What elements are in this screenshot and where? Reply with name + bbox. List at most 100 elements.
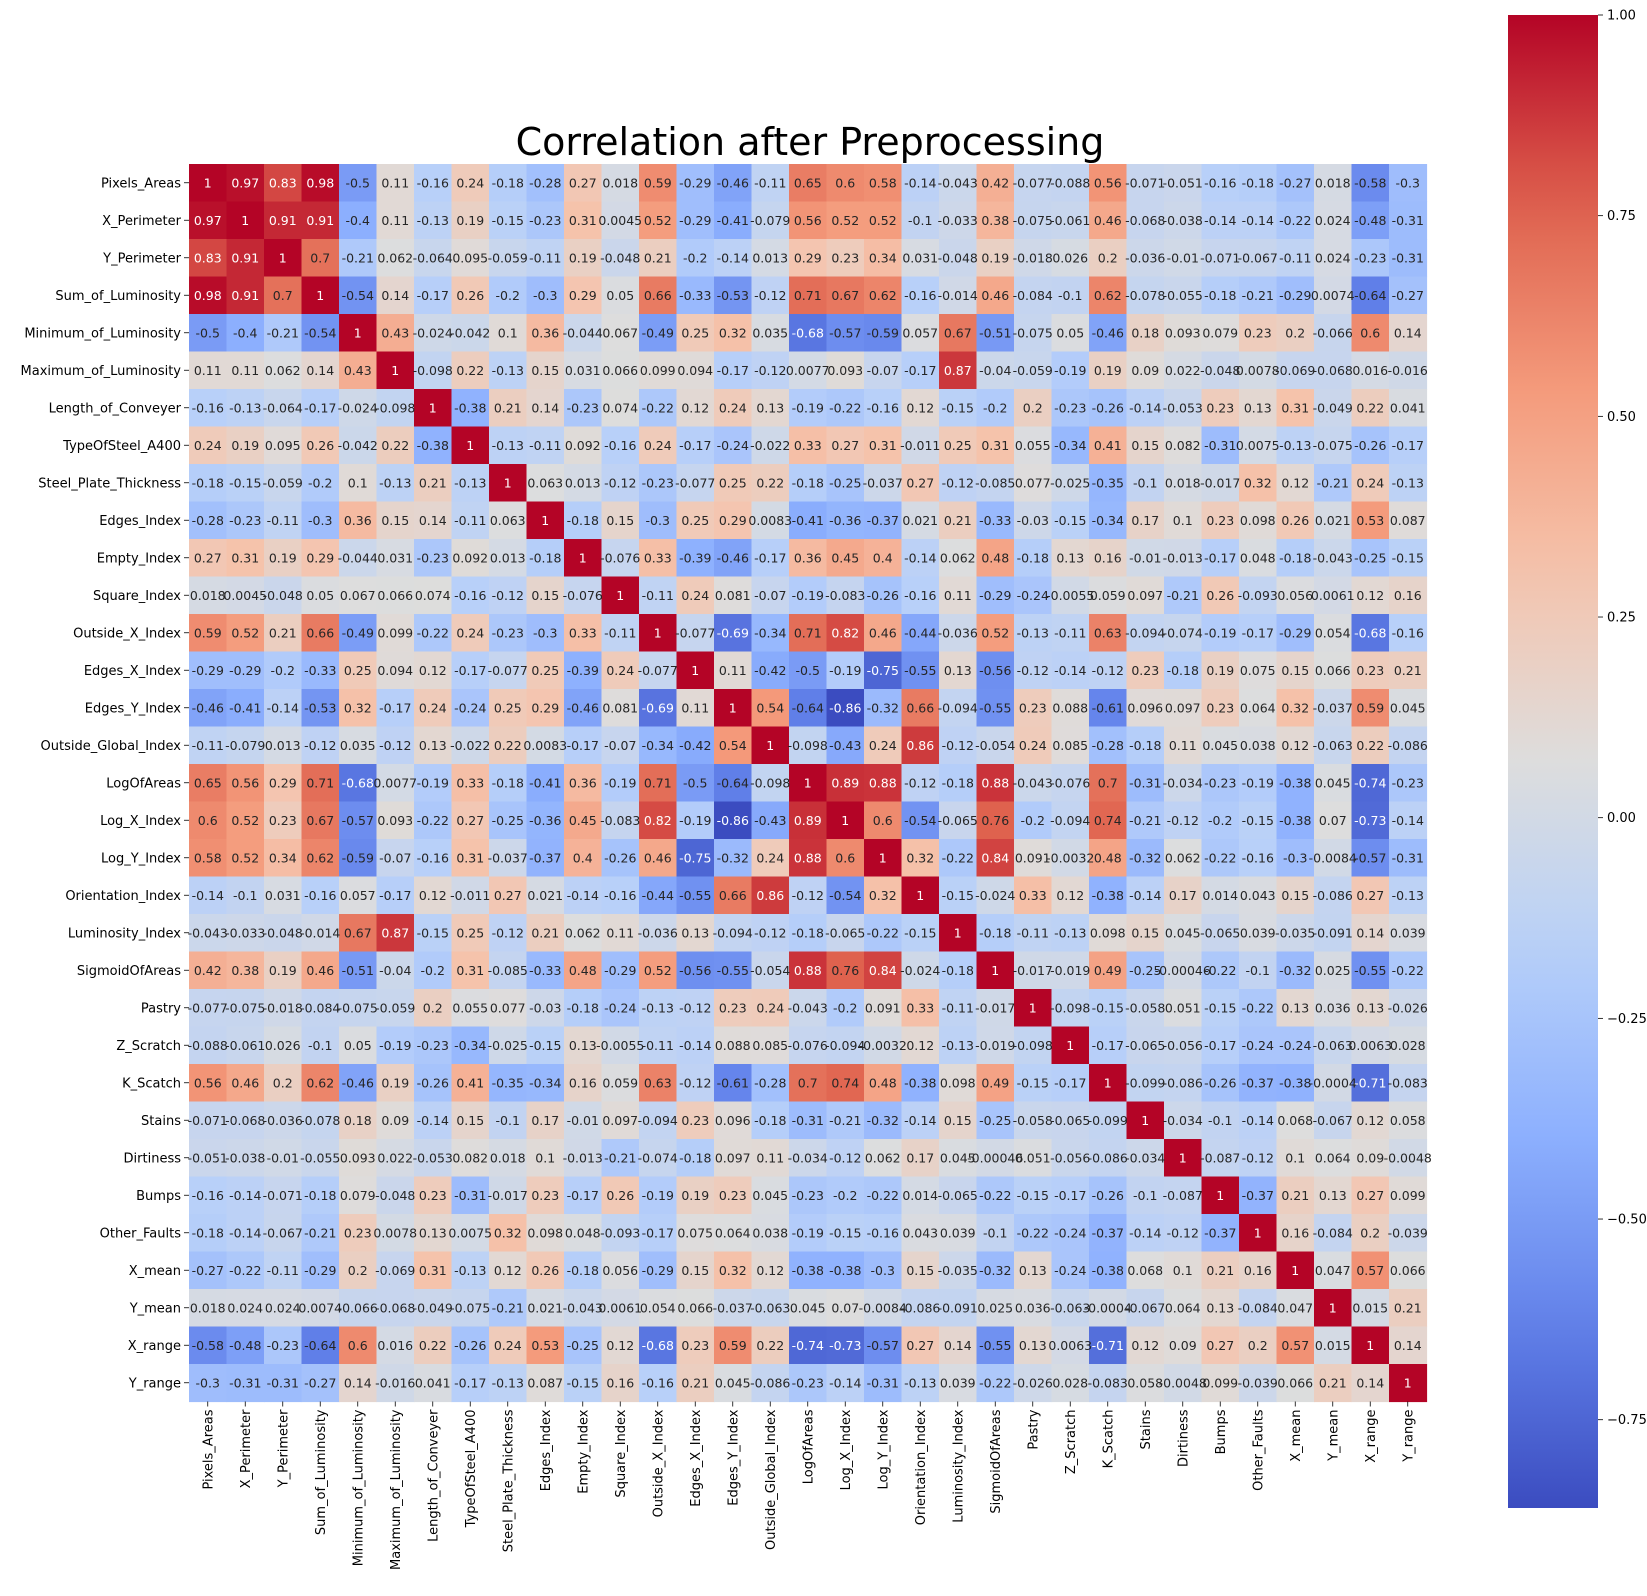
cell-value-label: 0.048: [565, 1225, 601, 1240]
heatmap-cell: [789, 164, 828, 203]
heatmap-cell: [1126, 764, 1165, 803]
heatmap-cell: [676, 651, 715, 690]
cell-value-label: 0.16: [1094, 550, 1122, 565]
heatmap-cell: [451, 1289, 490, 1328]
heatmap-cell: [1051, 201, 1090, 240]
cell-value-label: -0.085: [488, 963, 528, 978]
heatmap-cell: [601, 1214, 640, 1253]
cell-value-label: 0.14: [531, 400, 559, 415]
row-label: Empty_Index: [97, 551, 182, 566]
heatmap-cell: [1089, 201, 1128, 240]
cell-value-label: 0.085: [752, 1038, 788, 1053]
column-label: Y_Perimeter: [276, 1409, 291, 1489]
cell-value-label: -0.15: [1392, 550, 1424, 565]
cell-value-label: -0.11: [604, 625, 636, 640]
cell-value-label: 0.24: [681, 588, 709, 603]
cell-value-label: 0.24: [456, 625, 484, 640]
cell-value-label: -0.12: [679, 1075, 711, 1090]
cell-value-label: -0.18: [1204, 288, 1236, 303]
heatmap-cell: [1276, 1289, 1315, 1328]
heatmap-cell: [1239, 426, 1278, 465]
cell-value-label: 0.27: [1356, 888, 1384, 903]
heatmap-cell: [339, 1251, 378, 1290]
heatmap-cell: [676, 201, 715, 240]
heatmap-cell: [601, 389, 640, 428]
cell-value-label: -0.19: [792, 1225, 824, 1240]
cell-value-label: -0.33: [304, 663, 336, 678]
cell-value-label: 0.058: [1127, 1375, 1163, 1390]
cell-value-label: -0.21: [267, 325, 299, 340]
heatmap-cell: [751, 876, 790, 915]
heatmap-cell: [376, 1026, 415, 1065]
cell-value-label: -0.32: [1279, 963, 1311, 978]
cell-value-label: 0.016: [377, 1338, 413, 1353]
heatmap-cell: [526, 351, 565, 390]
heatmap-cell: [601, 426, 640, 465]
cell-value-label: 0.87: [944, 363, 972, 378]
cell-value-label: 0.54: [719, 738, 747, 753]
heatmap-cell: [676, 239, 715, 278]
cell-value-label: 0.57: [1281, 1338, 1309, 1353]
cell-value-label: -0.23: [1054, 400, 1086, 415]
cell-value-label: 0.088: [1052, 700, 1088, 715]
cell-value-label: -0.21: [1242, 288, 1274, 303]
cell-value-label: 0.063: [490, 513, 526, 528]
heatmap-cell: [489, 839, 528, 878]
heatmap-cell: [489, 989, 528, 1028]
cell-value-label: -0.065: [938, 813, 978, 828]
heatmap-cell: [414, 651, 453, 690]
cell-value-label: -0.32: [717, 850, 749, 865]
cell-value-label: -0.54: [829, 888, 861, 903]
cell-value-label: 0.097: [1165, 700, 1201, 715]
cell-value-label: 0.22: [756, 475, 784, 490]
heatmap-cell: [676, 839, 715, 878]
heatmap-cell: [976, 276, 1015, 315]
heatmap-cell: [714, 389, 753, 428]
cell-value-label: 0.22: [494, 738, 522, 753]
cell-value-label: -0.087: [1200, 1150, 1240, 1165]
heatmap-cell: [714, 651, 753, 690]
cell-value-label: 0.15: [606, 513, 634, 528]
cell-value-label: -0.24: [717, 438, 749, 453]
heatmap-cell: [189, 614, 228, 653]
heatmap-cell: [264, 314, 303, 353]
cell-value-label: 0.13: [1244, 400, 1272, 415]
heatmap-cell: [714, 614, 753, 653]
heatmap-cell: [1164, 1289, 1203, 1328]
heatmap-cell: [1164, 239, 1203, 278]
heatmap-cell: [1201, 726, 1240, 765]
heatmap-cell: [1126, 689, 1165, 728]
heatmap-cell: [714, 914, 753, 953]
heatmap-cell: [901, 1026, 940, 1065]
heatmap-cell: [864, 689, 903, 728]
heatmap-cell: [864, 201, 903, 240]
cell-value-label: -0.29: [679, 175, 711, 190]
cell-value-label: -0.0048: [1384, 1150, 1432, 1165]
heatmap-cell: [1351, 201, 1390, 240]
heatmap-cell: [1201, 989, 1240, 1028]
heatmap-cell: [714, 1326, 753, 1365]
heatmap-cell: [1014, 164, 1053, 203]
cell-value-label: 0.15: [381, 513, 409, 528]
heatmap-cell: [1164, 1364, 1203, 1403]
heatmap-cell: [1051, 989, 1090, 1028]
heatmap-cell: [526, 1026, 565, 1065]
cell-value-label: 0.14: [1394, 1338, 1422, 1353]
heatmap-cell: [789, 839, 828, 878]
cell-value-label: -0.54: [904, 813, 936, 828]
cell-value-label: -0.23: [229, 513, 261, 528]
cell-value-label: -0.33: [529, 963, 561, 978]
cell-value-label: -0.23: [1392, 775, 1424, 790]
heatmap-cell: [976, 239, 1015, 278]
heatmap-cell: [901, 426, 940, 465]
heatmap-cell: [789, 614, 828, 653]
cell-value-label: -0.03: [529, 1000, 561, 1015]
cell-value-label: -0.04: [379, 963, 411, 978]
heatmap-cell: [826, 164, 865, 203]
cell-value-label: 0.022: [1165, 363, 1201, 378]
heatmap-cell: [939, 614, 978, 653]
heatmap-cell: [1126, 1064, 1165, 1103]
heatmap-cell: [189, 1176, 228, 1215]
heatmap-cell: [301, 389, 340, 428]
cell-value-label: 0.038: [752, 1225, 788, 1240]
